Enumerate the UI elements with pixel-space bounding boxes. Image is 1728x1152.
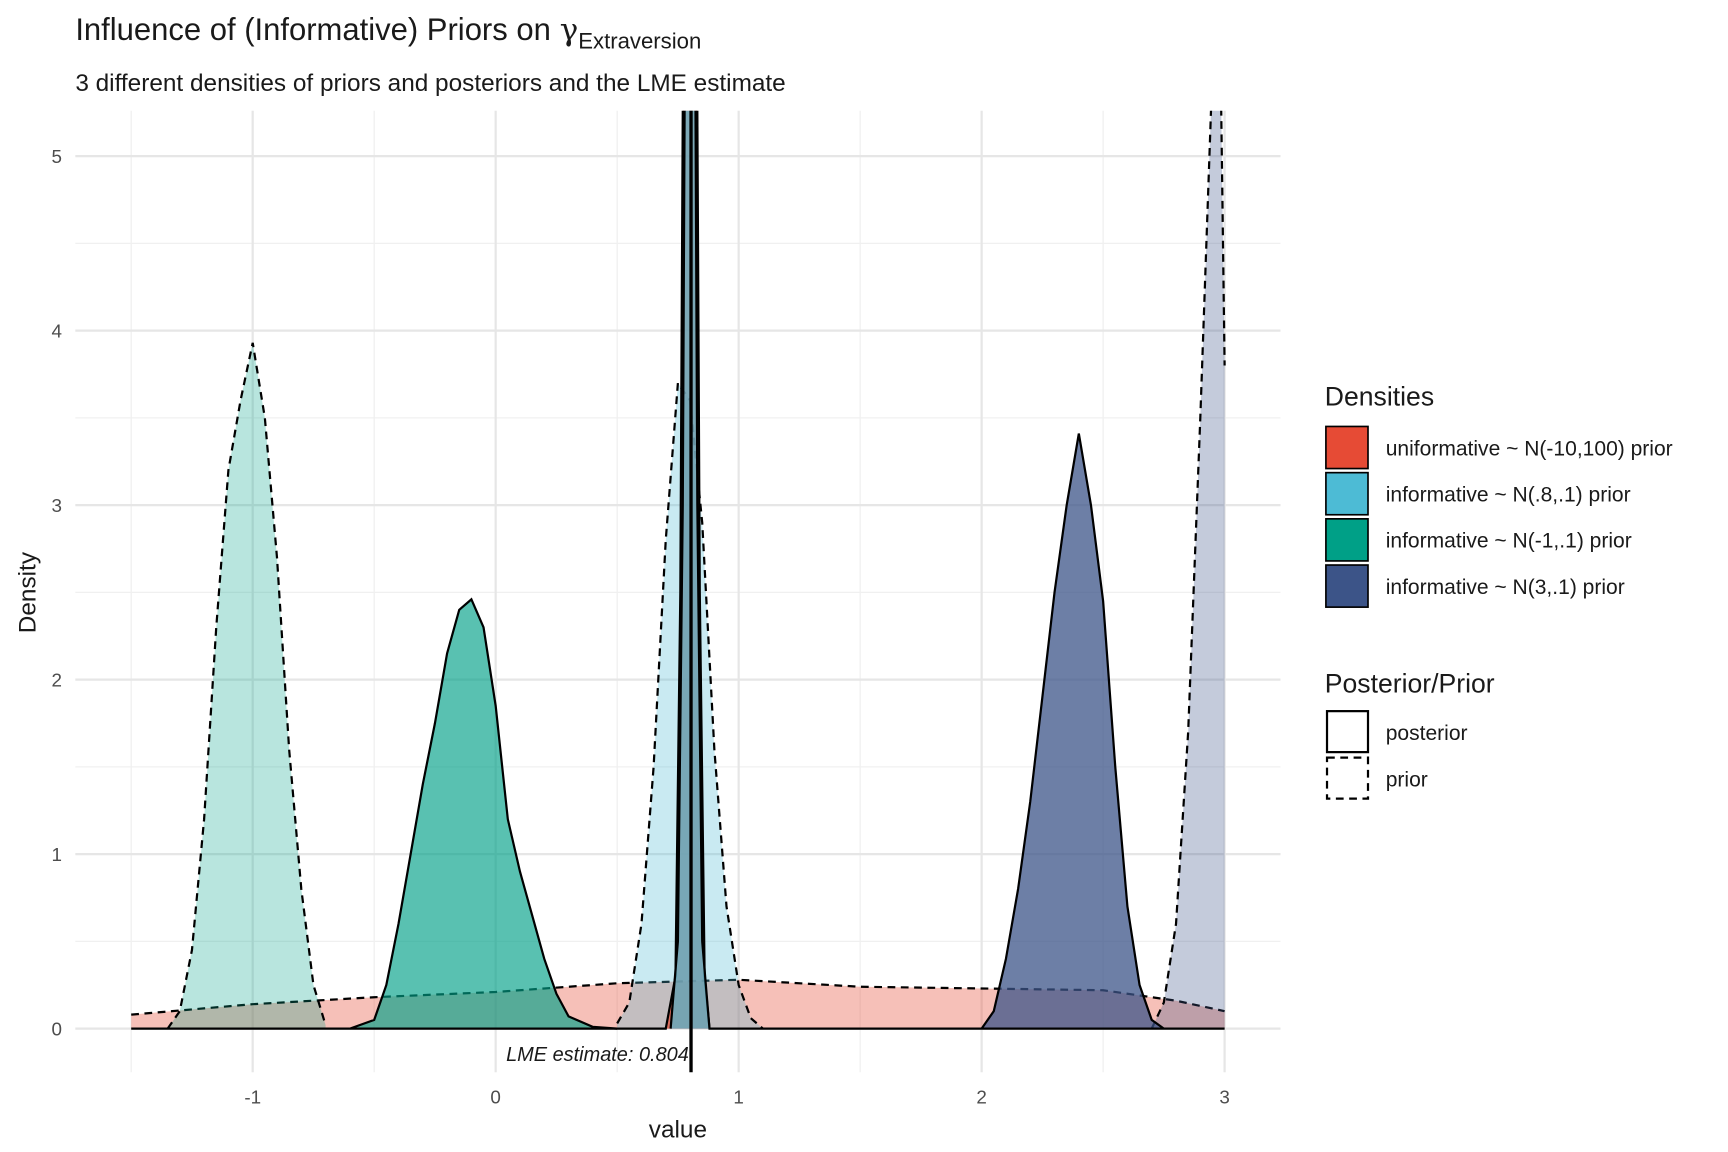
x-axis-title: value bbox=[649, 1117, 707, 1144]
legend-key bbox=[1325, 564, 1369, 608]
legend-label: informative ~ N(.8,.1) prior bbox=[1386, 483, 1631, 506]
x-tick-label: -1 bbox=[244, 1086, 261, 1107]
legend-key bbox=[1325, 710, 1370, 754]
density-area bbox=[349, 599, 618, 1029]
plot-area bbox=[131, 110, 1226, 1030]
density-line bbox=[669, 110, 711, 1029]
title-subscript: Extraversion bbox=[578, 29, 701, 54]
legend-key bbox=[1325, 471, 1369, 516]
density-line bbox=[349, 597, 618, 1030]
legend-label: posterior bbox=[1386, 722, 1468, 745]
y-tick-label: 5 bbox=[52, 146, 62, 167]
y-tick-label: 3 bbox=[52, 495, 62, 516]
density-line bbox=[166, 342, 327, 1030]
legend-label: informative ~ N(-1,.1) prior bbox=[1386, 530, 1632, 553]
y-tick-label: 2 bbox=[52, 669, 62, 690]
y-axis-title: Density bbox=[14, 551, 41, 633]
density-line bbox=[980, 433, 1165, 1030]
x-tick-label: 3 bbox=[1219, 1086, 1229, 1107]
legend-title: Posterior/Prior bbox=[1325, 668, 1495, 698]
density-area bbox=[981, 433, 1164, 1029]
lme-label: LME estimate: 0.804 bbox=[506, 1044, 689, 1066]
density-area bbox=[167, 342, 326, 1029]
x-tick-label: 0 bbox=[490, 1086, 500, 1107]
title-symbol: γ bbox=[560, 12, 579, 48]
legend-label: uniformative ~ N(-10,100) prior bbox=[1386, 437, 1673, 460]
density-line bbox=[1150, 110, 1226, 1030]
legend-title: Densities bbox=[1325, 381, 1434, 411]
legend-key bbox=[1325, 425, 1369, 470]
y-tick-label: 1 bbox=[52, 844, 62, 865]
title-text: Influence of (Informative) Priors on bbox=[75, 12, 551, 47]
legend-key bbox=[1325, 756, 1370, 800]
overlay: -1 0 1 2 3 0 1 2 3 4 5 LME estimate: 0.804 bbox=[52, 110, 1230, 1107]
density-area bbox=[1151, 110, 1225, 1029]
chart-subtitle: 3 different densities of priors and post… bbox=[75, 70, 785, 97]
legend-label: prior bbox=[1386, 768, 1428, 791]
legend-key bbox=[1325, 518, 1369, 562]
chart-title: Influence of (Informative) Priors on γExt… bbox=[75, 12, 701, 54]
y-tick-label: 4 bbox=[52, 320, 62, 341]
x-tick-label: 1 bbox=[733, 1086, 743, 1107]
legend: Densities uniformative ~ N(-10,100) prior… bbox=[1325, 381, 1673, 800]
x-tick-label: 2 bbox=[976, 1086, 986, 1107]
y-tick-label: 0 bbox=[52, 1018, 62, 1039]
legend-label: informative ~ N(3,.1) prior bbox=[1386, 576, 1625, 599]
